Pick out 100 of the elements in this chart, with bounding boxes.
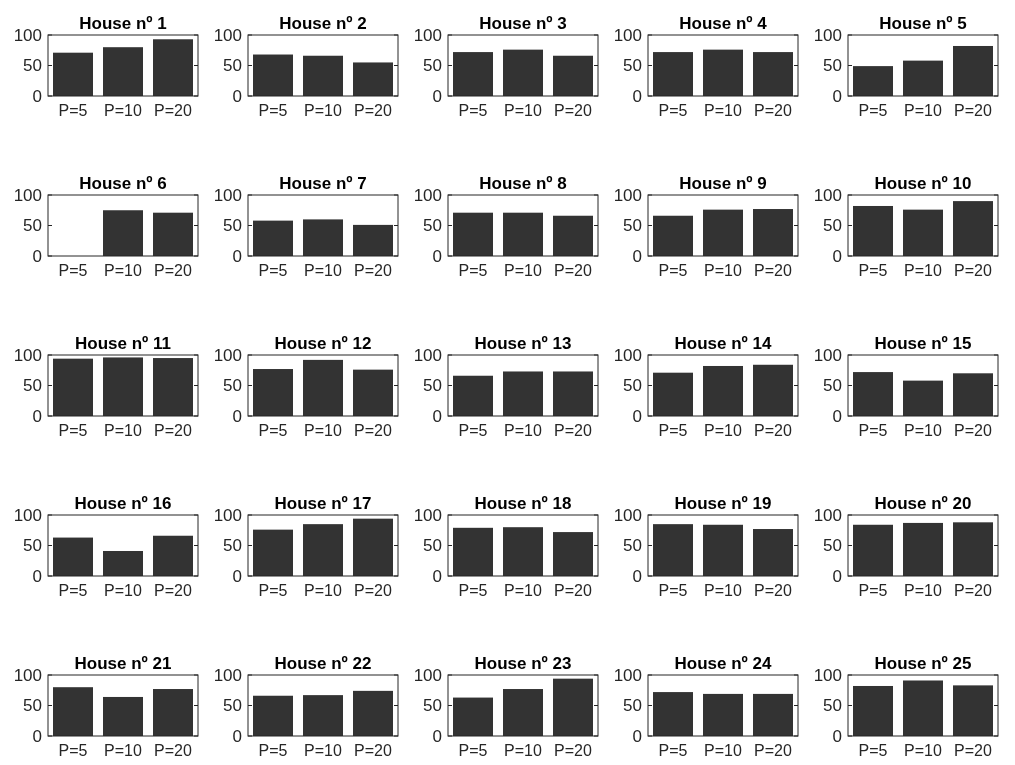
bar [253,529,293,576]
x-tick-label: P=5 [658,742,688,759]
y-tick-label: 50 [623,536,642,556]
x-tick-label: P=20 [554,262,593,279]
y-tick-label: 0 [632,86,642,106]
y-tick-label: 0 [632,566,642,586]
y-tick-label: 100 [213,25,242,45]
x-tick-label: P=20 [154,742,193,759]
y-tick-label: 50 [23,216,42,236]
bar [553,678,593,736]
y-tick-label: 0 [232,726,242,746]
y-tick-label: 100 [413,25,442,45]
x-tick-label: P=5 [58,262,88,279]
y-tick-label: 100 [413,505,442,525]
x-tick-label: P=20 [354,262,393,279]
x-tick-label: P=20 [754,102,793,119]
chart-title: House nº 7 [279,174,367,193]
x-tick-label: P=20 [154,582,193,599]
x-tick-label: P=10 [504,582,543,599]
bar [353,62,393,96]
y-tick-label: 0 [432,726,442,746]
x-tick-label: P=10 [504,742,543,759]
y-tick-label: 50 [823,56,842,76]
bar [103,550,143,576]
y-tick-label: 100 [813,345,842,365]
x-tick-label: P=10 [104,422,143,439]
y-tick-label: 0 [232,246,242,266]
y-tick-label: 0 [432,86,442,106]
y-tick-label: 0 [432,406,442,426]
y-tick-label: 100 [813,25,842,45]
x-tick-label: P=10 [504,262,543,279]
bar [303,55,343,96]
x-tick-label: P=5 [458,262,488,279]
y-tick-label: 0 [32,246,42,266]
y-tick-label: 100 [813,665,842,685]
y-tick-label: 0 [32,566,42,586]
bar [303,524,343,576]
bar [153,535,193,576]
x-tick-label: P=5 [258,582,288,599]
x-tick-label: P=5 [458,742,488,759]
chart-title: House nº 20 [874,494,972,513]
x-tick-label: P=10 [104,582,143,599]
x-tick-label: P=10 [104,742,143,759]
x-tick-label: P=5 [458,582,488,599]
x-tick-label: P=20 [954,422,993,439]
x-tick-label: P=5 [658,582,688,599]
x-tick-label: P=5 [258,102,288,119]
y-tick-label: 0 [32,86,42,106]
x-tick-label: P=5 [458,422,488,439]
x-tick-label: P=5 [58,582,88,599]
x-tick-label: P=20 [554,582,593,599]
x-tick-label: P=10 [704,102,743,119]
bar [953,373,993,416]
bar [53,687,93,736]
x-tick-label: P=10 [704,422,743,439]
bar [703,365,743,416]
chart-title: House nº 4 [679,14,768,33]
y-tick-label: 50 [423,56,442,76]
y-tick-label: 0 [432,566,442,586]
y-tick-label: 50 [423,536,442,556]
bar [103,696,143,736]
y-tick-label: 100 [413,345,442,365]
y-tick-label: 0 [232,406,242,426]
y-tick-label: 100 [413,665,442,685]
chart-title: House nº 16 [74,494,172,513]
bar [103,47,143,96]
y-tick-label: 50 [623,56,642,76]
y-tick-label: 50 [223,696,242,716]
y-tick-label: 50 [823,376,842,396]
x-tick-label: P=20 [554,422,593,439]
y-tick-label: 100 [613,25,642,45]
x-tick-label: P=5 [858,102,888,119]
y-tick-label: 50 [423,696,442,716]
y-tick-label: 0 [632,406,642,426]
x-tick-label: P=5 [458,102,488,119]
chart-title: House nº 18 [474,494,572,513]
x-tick-label: P=20 [554,102,593,119]
chart-title: House nº 23 [474,654,572,673]
x-tick-label: P=5 [658,102,688,119]
bar [903,380,943,416]
chart-title: House nº 9 [679,174,767,193]
y-tick-label: 100 [13,185,42,205]
x-tick-label: P=20 [554,742,593,759]
x-tick-label: P=5 [858,262,888,279]
chart-title: House nº 13 [474,334,572,353]
y-tick-label: 100 [613,665,642,685]
y-tick-label: 50 [823,696,842,716]
y-tick-label: 0 [232,566,242,586]
bar [353,518,393,576]
y-tick-label: 50 [223,376,242,396]
y-tick-label: 100 [13,345,42,365]
chart-title: House nº 8 [479,174,567,193]
x-tick-label: P=5 [658,262,688,279]
x-tick-label: P=5 [58,422,88,439]
x-tick-label: P=20 [754,262,793,279]
y-tick-label: 50 [623,216,642,236]
x-tick-label: P=10 [904,262,943,279]
y-tick-label: 0 [832,566,842,586]
bar [53,537,93,576]
chart-title: House nº 14 [674,334,772,353]
